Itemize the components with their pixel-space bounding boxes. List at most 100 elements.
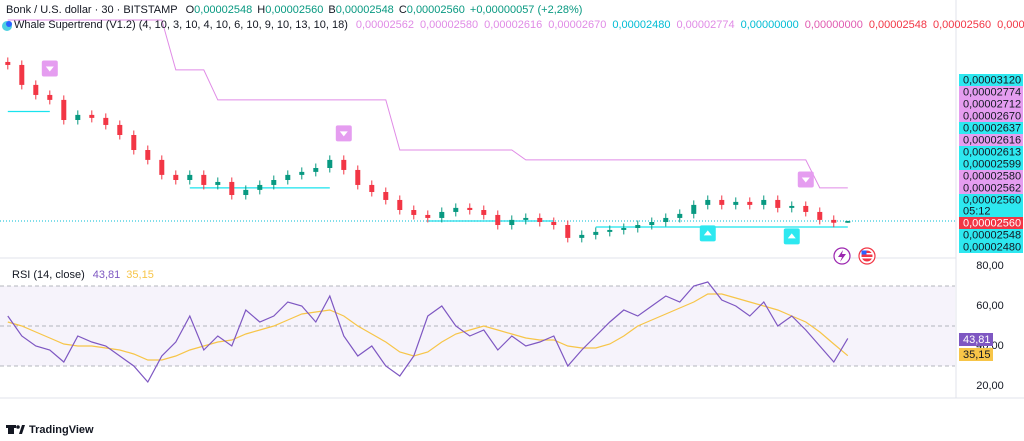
sell-arrow xyxy=(801,177,810,183)
candle-body xyxy=(299,171,305,175)
candle-body xyxy=(733,201,739,205)
symbol-title: Bonk / U.S. dollar · 30 · BITSTAMP xyxy=(6,4,178,16)
flag-icon[interactable] xyxy=(858,247,876,265)
candle-body xyxy=(509,219,515,225)
ohlc-label: H xyxy=(257,4,265,16)
candle-body xyxy=(803,205,809,212)
ohlc-value: 0,00002560 xyxy=(407,4,465,16)
candle-body xyxy=(607,229,613,232)
ohlc-label: C xyxy=(399,4,407,16)
buy-arrow xyxy=(787,233,796,239)
rsi-line xyxy=(7,293,849,361)
candle-body xyxy=(775,199,781,208)
candle-body xyxy=(173,174,179,180)
price-badge-label: 0,00002616 xyxy=(963,134,1021,146)
supertrend-upper-line xyxy=(7,19,848,189)
price-badge-label: 0,00002562 xyxy=(963,182,1021,194)
price-badge xyxy=(959,229,1023,241)
price-badge xyxy=(959,182,1023,194)
candle-body xyxy=(89,114,95,118)
candle-body xyxy=(579,234,585,238)
candle-body xyxy=(19,64,25,85)
candle-body xyxy=(663,217,669,222)
candle-body xyxy=(383,192,389,200)
candle-body xyxy=(467,207,473,210)
indicator-value: 0,00002548 xyxy=(997,19,1024,31)
candle-body xyxy=(817,211,823,220)
rsi-badge xyxy=(959,348,993,361)
price-badge xyxy=(959,74,1023,86)
ohlc-value: 0,00002560 xyxy=(265,4,323,16)
price-badge-label: 0,00003120 xyxy=(963,74,1021,86)
candle-body xyxy=(649,222,655,225)
candle-body xyxy=(691,204,697,214)
candle-body xyxy=(439,211,445,218)
candle-body xyxy=(131,135,137,150)
price-badge-label: 0,00002613 xyxy=(963,146,1021,158)
ohlc-value: 0,00002548 xyxy=(194,4,252,16)
ohlc-label: B xyxy=(328,4,335,16)
candle-body xyxy=(355,169,361,185)
candle-body xyxy=(313,168,319,172)
price-badge xyxy=(959,241,1023,253)
price-badge-label: 0,00002599 xyxy=(963,158,1021,170)
countdown: 05:12 xyxy=(963,205,991,217)
price-badge-label: 0,00002637 xyxy=(963,122,1021,134)
candle-body xyxy=(201,174,207,185)
candle-body xyxy=(47,94,53,100)
candle-body xyxy=(453,207,459,212)
candle-body xyxy=(411,210,417,215)
price-badge-label: 0,00002560 xyxy=(963,217,1021,229)
candle-body xyxy=(677,213,683,218)
candle-body xyxy=(565,225,571,238)
candle-body xyxy=(705,199,711,205)
candle-body xyxy=(551,222,557,225)
candle-body xyxy=(215,181,221,185)
indicator-value: 0,00000000 xyxy=(805,19,863,31)
candle-body xyxy=(187,174,193,180)
candle-body xyxy=(747,201,753,205)
price-badge xyxy=(959,98,1023,110)
candle-body xyxy=(5,61,11,65)
price-badge xyxy=(959,146,1023,158)
rsi-badge-label: 35,15 xyxy=(963,349,991,361)
price-badge xyxy=(959,86,1023,98)
rsi-tick-label: 20,00 xyxy=(976,380,1004,392)
price-badge xyxy=(959,194,1023,217)
candle-body xyxy=(285,174,291,180)
indicator-value: 0,00002580 xyxy=(420,19,478,31)
sell-arrow xyxy=(45,66,54,72)
price-change: +0,00000057 (+2,28%) xyxy=(470,4,583,16)
candle-body xyxy=(271,180,277,185)
price-badge xyxy=(959,134,1023,146)
candle-body xyxy=(845,220,851,223)
price-badge-label: 0,00002548 xyxy=(963,229,1021,241)
sell-arrow xyxy=(339,131,348,137)
indicator-icon xyxy=(2,21,12,31)
price-badge xyxy=(959,110,1023,122)
candle-body xyxy=(369,184,375,192)
price-badge-label: 0,00002712 xyxy=(963,98,1021,110)
indicator-value: 0,00002562 xyxy=(356,19,414,31)
candle-body xyxy=(523,217,529,220)
candle-body xyxy=(719,199,725,205)
rsi-legend-value: 35,15 xyxy=(126,269,154,281)
price-badge-label: 0,00002774 xyxy=(963,86,1021,98)
candle-body xyxy=(75,114,81,120)
indicator-value: 0,00000000 xyxy=(741,19,799,31)
brand-logo xyxy=(6,425,25,434)
price-badge-label: 0,00002580 xyxy=(963,170,1021,182)
candle-body xyxy=(537,217,543,222)
rsi-title: RSI (14, close) xyxy=(12,269,85,281)
candle-body xyxy=(593,231,599,235)
rsi-badge xyxy=(959,333,993,346)
candle-body xyxy=(831,219,837,223)
candle-body xyxy=(481,210,487,215)
price-badge-label: 0,00002670 xyxy=(963,110,1021,122)
indicator-value: 0,00002560 xyxy=(933,19,991,31)
indicator-value: 0,00002616 xyxy=(484,19,542,31)
candle-body xyxy=(397,199,403,210)
candle-body xyxy=(327,159,333,168)
event-icon[interactable] xyxy=(833,247,851,265)
